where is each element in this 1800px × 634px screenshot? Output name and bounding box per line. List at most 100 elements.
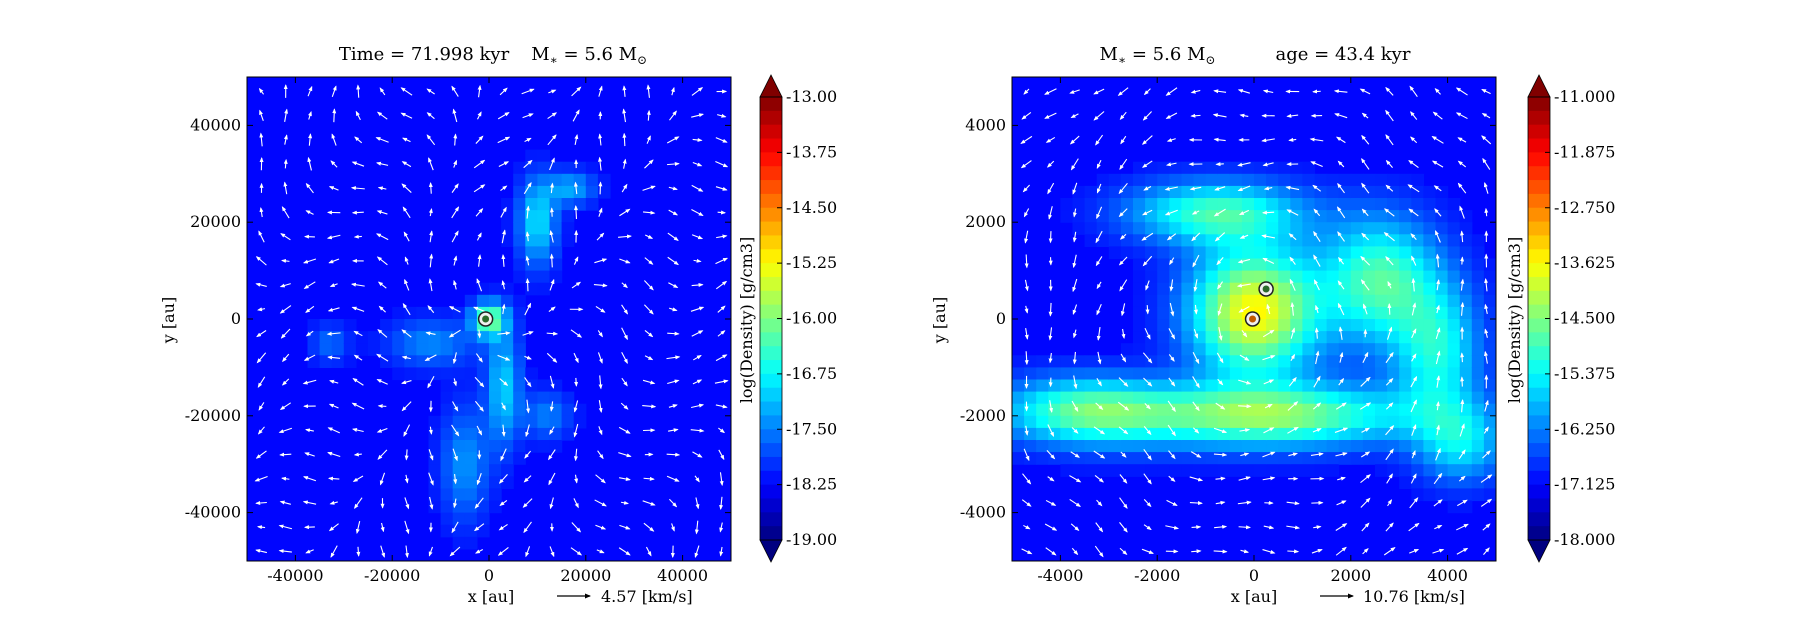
colorbar-step bbox=[760, 111, 782, 125]
density-cell bbox=[1157, 392, 1170, 405]
colorbar-tick-label: -16.75 bbox=[786, 364, 837, 383]
density-cell bbox=[1085, 222, 1098, 235]
density-cell bbox=[1302, 295, 1315, 308]
density-cell bbox=[1242, 174, 1255, 187]
density-cell bbox=[1387, 174, 1400, 187]
colorbar-step bbox=[760, 305, 782, 319]
density-cell bbox=[1230, 210, 1243, 223]
density-cell bbox=[441, 367, 454, 380]
colorbar-step bbox=[1528, 332, 1550, 346]
colorbar-step bbox=[760, 180, 782, 194]
density-cell bbox=[1206, 162, 1219, 175]
density-cell bbox=[429, 440, 442, 453]
density-cell bbox=[1387, 319, 1400, 332]
density-cell bbox=[1302, 464, 1315, 477]
density-cell bbox=[1351, 343, 1364, 356]
density-cell bbox=[1387, 222, 1400, 235]
density-cell bbox=[1145, 464, 1158, 477]
density-cell bbox=[1036, 355, 1049, 368]
left-density-map bbox=[247, 77, 731, 561]
density-cell bbox=[1218, 198, 1231, 211]
density-cell bbox=[1181, 222, 1194, 235]
left-title-time: Time = 71.998 kyr bbox=[339, 44, 510, 65]
density-cell bbox=[465, 488, 478, 501]
density-cell bbox=[392, 307, 405, 320]
density-cell bbox=[1448, 234, 1461, 247]
density-cell bbox=[1230, 234, 1243, 247]
density-cell bbox=[1218, 271, 1231, 284]
density-cell bbox=[1218, 343, 1231, 356]
colorbar-tick-label: -18.000 bbox=[1554, 530, 1615, 549]
density-cell bbox=[1472, 331, 1485, 344]
density-cell bbox=[1423, 416, 1436, 429]
colorbar-step bbox=[1528, 263, 1550, 277]
density-cell bbox=[441, 343, 454, 356]
density-cell bbox=[1472, 464, 1485, 477]
density-cell bbox=[1448, 259, 1461, 272]
density-cell bbox=[1327, 452, 1340, 465]
density-cell bbox=[1351, 367, 1364, 380]
density-cell bbox=[1254, 210, 1267, 223]
density-cell bbox=[1423, 186, 1436, 199]
density-cell bbox=[1169, 246, 1182, 259]
density-cell bbox=[1448, 271, 1461, 284]
density-cell bbox=[1448, 428, 1461, 441]
density-cell bbox=[1278, 210, 1291, 223]
colorbar-tick-label: -11.000 bbox=[1554, 87, 1615, 106]
density-cell bbox=[1230, 319, 1243, 332]
density-cell bbox=[1109, 380, 1122, 393]
density-cell bbox=[1484, 452, 1497, 465]
density-cell bbox=[1278, 440, 1291, 453]
density-cell bbox=[1423, 452, 1436, 465]
density-cell bbox=[356, 343, 369, 356]
density-cell bbox=[1145, 186, 1158, 199]
density-cell bbox=[1448, 198, 1461, 211]
density-cell bbox=[1315, 392, 1328, 405]
density-cell bbox=[1254, 246, 1267, 259]
density-cell bbox=[1302, 246, 1315, 259]
right-panel-title: M∗ = 5.6 M⊙age = 43.4 kyr bbox=[1100, 44, 1411, 67]
density-cell bbox=[465, 319, 478, 332]
density-cell bbox=[1157, 319, 1170, 332]
density-cell bbox=[562, 222, 575, 235]
density-cell bbox=[1230, 162, 1243, 175]
density-cell bbox=[1181, 259, 1194, 272]
density-cell bbox=[320, 319, 333, 332]
density-cell bbox=[501, 222, 514, 235]
colorbar-step bbox=[1528, 526, 1550, 540]
density-cell bbox=[1423, 404, 1436, 417]
density-cell bbox=[1436, 416, 1449, 429]
density-cell bbox=[1048, 416, 1061, 429]
density-cell bbox=[1290, 464, 1303, 477]
density-cell bbox=[1315, 271, 1328, 284]
density-cell bbox=[1278, 464, 1291, 477]
density-cell bbox=[1242, 452, 1255, 465]
y-tick-label: -2000 bbox=[960, 406, 1006, 425]
density-cell bbox=[513, 440, 526, 453]
density-cell bbox=[550, 416, 563, 429]
density-cell bbox=[1157, 246, 1170, 259]
density-cell bbox=[1423, 380, 1436, 393]
density-cell bbox=[525, 198, 538, 211]
density-cell bbox=[1411, 174, 1424, 187]
colorbar-step bbox=[760, 166, 782, 180]
density-cell bbox=[1339, 222, 1352, 235]
density-cell bbox=[1327, 186, 1340, 199]
velocity-arrow bbox=[576, 378, 577, 386]
density-cell bbox=[562, 428, 575, 441]
density-cell bbox=[1399, 319, 1412, 332]
density-cell bbox=[1206, 319, 1219, 332]
density-cell bbox=[1339, 428, 1352, 441]
density-cell bbox=[1073, 222, 1086, 235]
colorbar-step bbox=[760, 277, 782, 291]
density-cell bbox=[1145, 343, 1158, 356]
density-cell bbox=[1315, 343, 1328, 356]
density-cell bbox=[1302, 174, 1315, 187]
density-cell bbox=[489, 501, 502, 514]
density-cell bbox=[1399, 259, 1412, 272]
colorbar-step bbox=[760, 139, 782, 153]
density-cell bbox=[1472, 234, 1485, 247]
density-cell bbox=[1448, 210, 1461, 223]
density-cell bbox=[1181, 271, 1194, 284]
density-cell bbox=[1133, 295, 1146, 308]
